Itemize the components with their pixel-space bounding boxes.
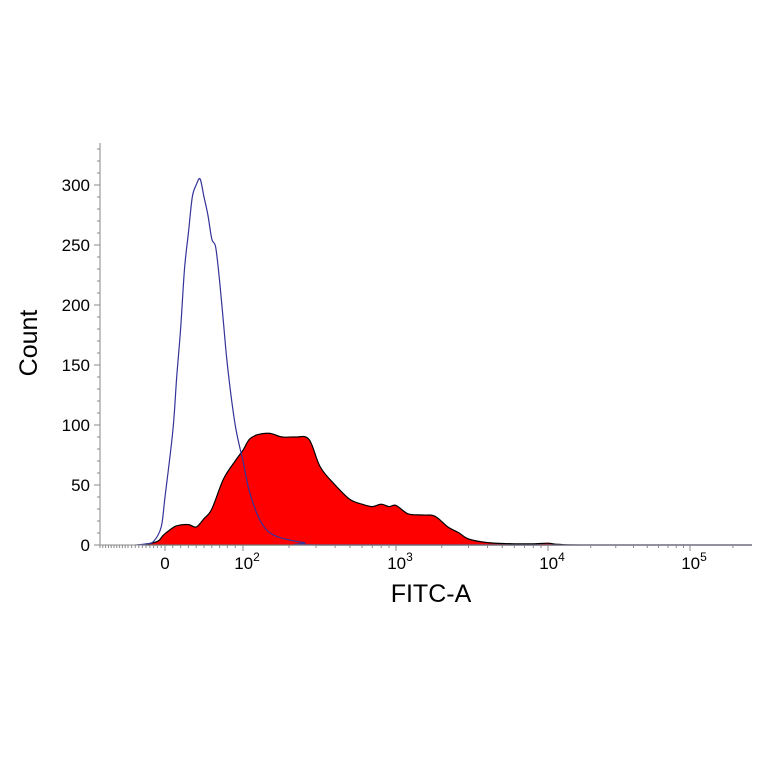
x-tick-label: 104 — [539, 550, 565, 573]
y-tick-label: 300 — [62, 176, 90, 195]
x-axis-title: FITC-A — [391, 580, 472, 608]
x-tick-label: 0 — [160, 554, 169, 573]
y-axis-title: Count — [15, 310, 43, 377]
series-layer — [135, 177, 752, 546]
x-tick-label: 105 — [681, 550, 707, 573]
y-tick-label: 50 — [71, 476, 90, 495]
y-tick-label: 250 — [62, 236, 90, 255]
y-tick-label: 0 — [81, 536, 90, 555]
series-2-outline-histogram — [135, 177, 752, 546]
x-tick-label: 103 — [387, 550, 413, 573]
y-tick-label: 200 — [62, 296, 90, 315]
x-tick-label: 102 — [234, 550, 260, 573]
y-tick-label: 100 — [62, 416, 90, 435]
axis-layer — [94, 143, 752, 551]
series-1-filled-histogram — [142, 432, 752, 546]
y-tick-label: 150 — [62, 356, 90, 375]
tick-layer: 0 50 100 150 200 250 300 0 102 103 104 105 — [62, 176, 707, 573]
